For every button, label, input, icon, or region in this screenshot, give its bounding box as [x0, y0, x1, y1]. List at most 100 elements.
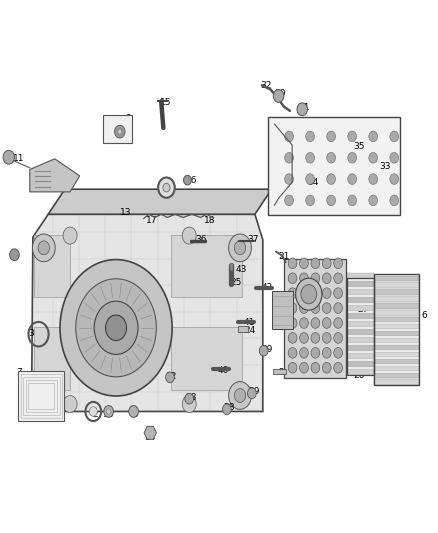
Circle shape [76, 279, 156, 377]
Circle shape [104, 406, 113, 417]
Circle shape [285, 131, 293, 142]
Bar [347, 281, 374, 287]
Circle shape [182, 395, 196, 413]
Bar [374, 373, 419, 378]
Circle shape [306, 174, 314, 184]
Circle shape [32, 382, 55, 409]
Circle shape [322, 288, 331, 298]
Text: 8: 8 [29, 400, 35, 408]
Circle shape [300, 288, 308, 298]
Text: 40: 40 [218, 366, 229, 375]
Circle shape [390, 131, 399, 142]
Text: 31: 31 [299, 103, 310, 112]
Text: 38: 38 [224, 403, 235, 412]
Text: 27: 27 [357, 305, 368, 313]
Circle shape [348, 152, 357, 163]
Circle shape [229, 382, 251, 409]
Text: 21: 21 [278, 253, 290, 261]
Circle shape [311, 348, 320, 358]
Circle shape [89, 407, 97, 416]
Circle shape [223, 404, 231, 415]
Circle shape [247, 388, 256, 399]
Circle shape [322, 258, 331, 269]
Bar [347, 337, 374, 343]
Circle shape [311, 303, 320, 313]
Text: 24: 24 [244, 326, 255, 335]
Bar [347, 321, 374, 327]
Bar [374, 303, 419, 309]
Text: 22: 22 [279, 295, 290, 304]
Circle shape [300, 273, 308, 284]
Circle shape [229, 234, 251, 262]
Circle shape [182, 227, 196, 244]
Circle shape [311, 288, 320, 298]
Text: 32: 32 [260, 81, 272, 90]
Circle shape [300, 258, 308, 269]
Circle shape [311, 258, 320, 269]
Circle shape [166, 372, 174, 383]
Circle shape [60, 260, 172, 396]
Bar [171, 327, 242, 390]
Circle shape [322, 303, 331, 313]
Circle shape [234, 241, 246, 255]
Bar [347, 305, 374, 311]
Bar [374, 352, 419, 357]
Circle shape [311, 362, 320, 373]
Text: 41: 41 [244, 318, 255, 327]
Text: 2: 2 [93, 410, 98, 419]
Bar [374, 310, 419, 316]
Circle shape [311, 318, 320, 328]
Bar [347, 361, 374, 367]
Circle shape [32, 234, 55, 262]
Text: 6: 6 [421, 311, 427, 320]
Text: 13: 13 [120, 208, 131, 216]
Circle shape [288, 288, 297, 298]
Circle shape [288, 333, 297, 343]
Text: 3: 3 [28, 329, 35, 337]
Circle shape [348, 195, 357, 206]
Circle shape [369, 195, 378, 206]
Circle shape [63, 395, 77, 413]
Bar [273, 369, 286, 374]
Bar [374, 276, 419, 281]
Bar [103, 115, 132, 143]
Bar [374, 366, 419, 371]
Bar [18, 371, 64, 421]
Bar [347, 353, 374, 359]
Bar [26, 380, 57, 412]
Circle shape [348, 174, 357, 184]
Circle shape [390, 195, 399, 206]
Circle shape [38, 241, 49, 255]
Bar [347, 297, 374, 303]
Text: 33: 33 [380, 162, 391, 171]
Circle shape [285, 195, 293, 206]
Circle shape [285, 152, 293, 163]
Circle shape [306, 131, 314, 142]
Circle shape [390, 152, 399, 163]
Text: 25: 25 [231, 278, 242, 287]
Circle shape [369, 131, 378, 142]
Circle shape [63, 227, 77, 244]
Circle shape [334, 258, 343, 269]
Bar [238, 326, 248, 333]
Text: 16: 16 [186, 176, 198, 184]
Circle shape [158, 177, 175, 198]
Bar [268, 117, 400, 215]
Circle shape [288, 318, 297, 328]
Text: 28: 28 [186, 393, 197, 401]
Text: 4: 4 [133, 410, 138, 419]
Circle shape [10, 249, 19, 261]
Text: 36: 36 [196, 236, 207, 244]
Bar [374, 274, 419, 385]
Text: 17: 17 [146, 216, 158, 224]
Text: 34: 34 [307, 178, 319, 187]
Bar [347, 345, 374, 351]
Text: 7: 7 [16, 368, 22, 376]
Circle shape [301, 285, 317, 304]
Circle shape [334, 348, 343, 358]
Circle shape [300, 303, 308, 313]
Text: 39: 39 [248, 387, 260, 396]
Circle shape [311, 333, 320, 343]
Circle shape [106, 315, 127, 341]
Circle shape [163, 183, 170, 192]
